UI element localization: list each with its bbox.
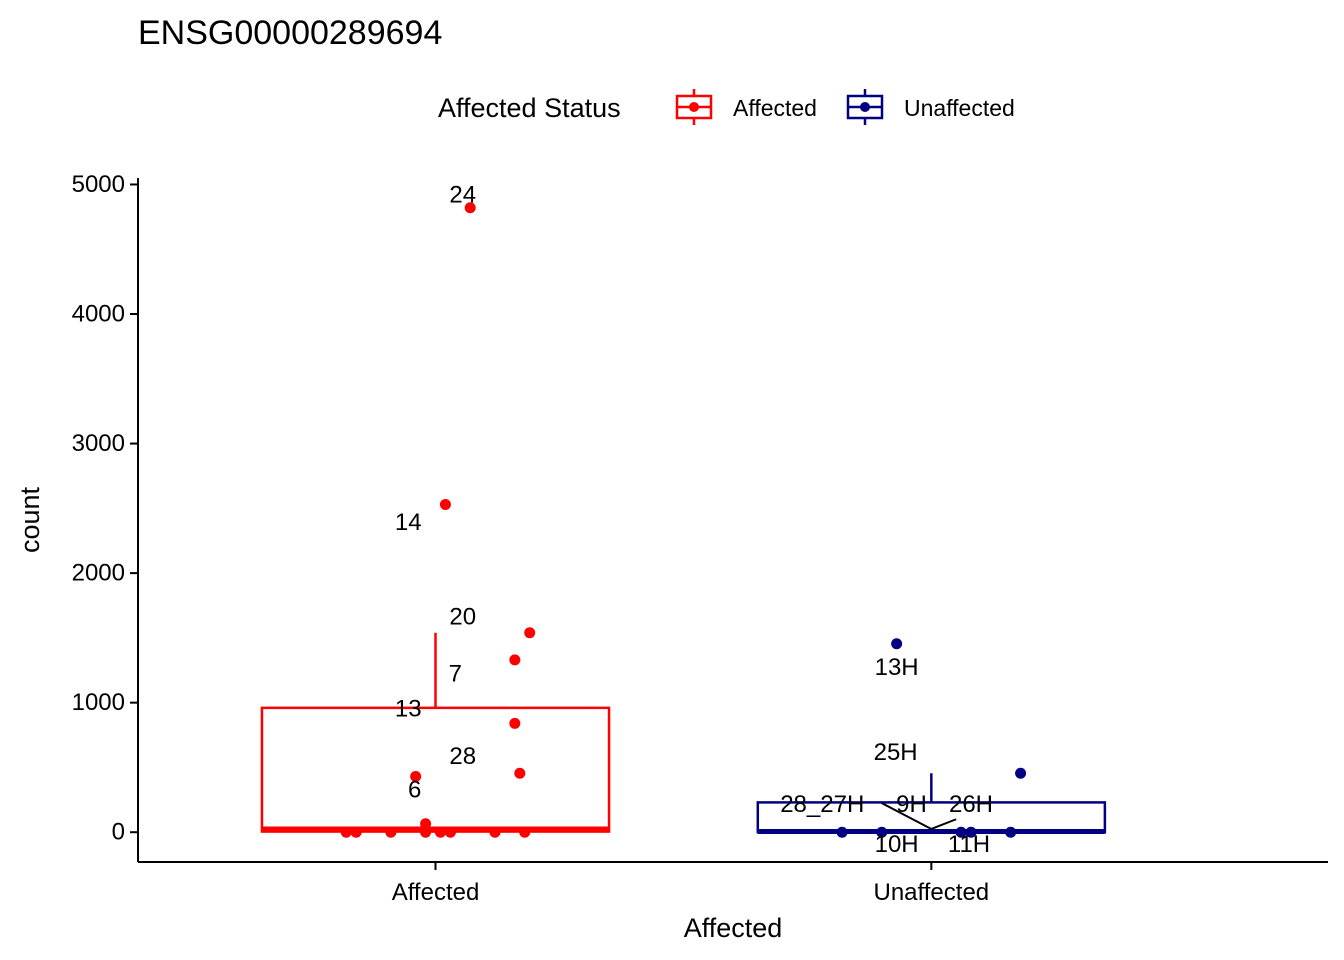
point-label: 13 <box>395 696 422 723</box>
data-point <box>1015 767 1027 779</box>
legend-label-unaffected: Unaffected <box>904 95 1015 121</box>
point-label: 10H <box>875 831 919 858</box>
data-point <box>434 826 446 838</box>
data-point <box>350 826 362 838</box>
data-point <box>891 638 903 650</box>
plot-area: 24 14 20 7 13 28 6 13H 25H 28_27H 9H 26H 10H 11H <box>260 181 1107 858</box>
data-point <box>519 826 531 838</box>
data-point <box>524 627 536 639</box>
point-label: 26H <box>949 791 993 818</box>
data-point <box>509 654 521 666</box>
y-tick-label: 4000 <box>72 301 125 328</box>
y-tick-label: 2000 <box>72 560 125 587</box>
x-axis-ticks: Affected Unaffected <box>392 862 989 906</box>
data-point <box>1005 826 1017 838</box>
point-label: 20 <box>449 604 476 631</box>
data-point <box>420 826 432 838</box>
data-point <box>965 826 977 838</box>
point-label: 28_27H <box>780 791 864 818</box>
data-point <box>410 771 422 782</box>
y-tick-label: 3000 <box>72 430 125 457</box>
data-point <box>876 826 888 838</box>
legend-title: Affected Status <box>438 93 621 123</box>
y-tick-label: 0 <box>112 819 125 846</box>
point-label: 28 <box>449 743 476 770</box>
x-tick-label: Unaffected <box>874 879 990 906</box>
label-connector <box>930 818 957 830</box>
point-label: 14 <box>395 509 422 536</box>
legend-key-point-affected <box>689 102 699 112</box>
y-tick-label: 5000 <box>72 171 125 198</box>
y-axis-ticks: 0 1000 2000 3000 4000 5000 <box>72 171 138 846</box>
point-label: 11H <box>948 831 990 858</box>
legend-label-affected: Affected <box>733 95 817 121</box>
point-label: 7 <box>449 661 462 688</box>
data-point <box>509 717 521 729</box>
point-label: 13H <box>875 654 919 681</box>
y-axis-title: count <box>15 486 45 553</box>
data-point <box>444 826 456 838</box>
data-point <box>464 202 476 214</box>
x-tick-label: Affected <box>392 879 480 906</box>
point-label: 6 <box>408 777 421 804</box>
point-label: 25H <box>874 739 918 766</box>
data-point <box>514 767 526 779</box>
data-point <box>489 826 501 838</box>
point-label: 9H <box>896 791 927 818</box>
data-point <box>340 826 352 838</box>
y-tick-label: 1000 <box>72 689 125 716</box>
data-point <box>385 826 397 838</box>
x-axis-title: Affected <box>684 913 783 943</box>
chart-title: ENSG00000289694 <box>138 14 442 52</box>
data-point <box>439 498 451 510</box>
data-point <box>836 826 848 838</box>
label-connector <box>881 802 932 830</box>
point-label: 24 <box>449 181 476 208</box>
legend: Affected Status Affected Unaffected <box>438 89 1015 125</box>
legend-key-point-unaffected <box>860 102 870 112</box>
box-affected <box>260 706 611 833</box>
data-point <box>955 826 967 838</box>
